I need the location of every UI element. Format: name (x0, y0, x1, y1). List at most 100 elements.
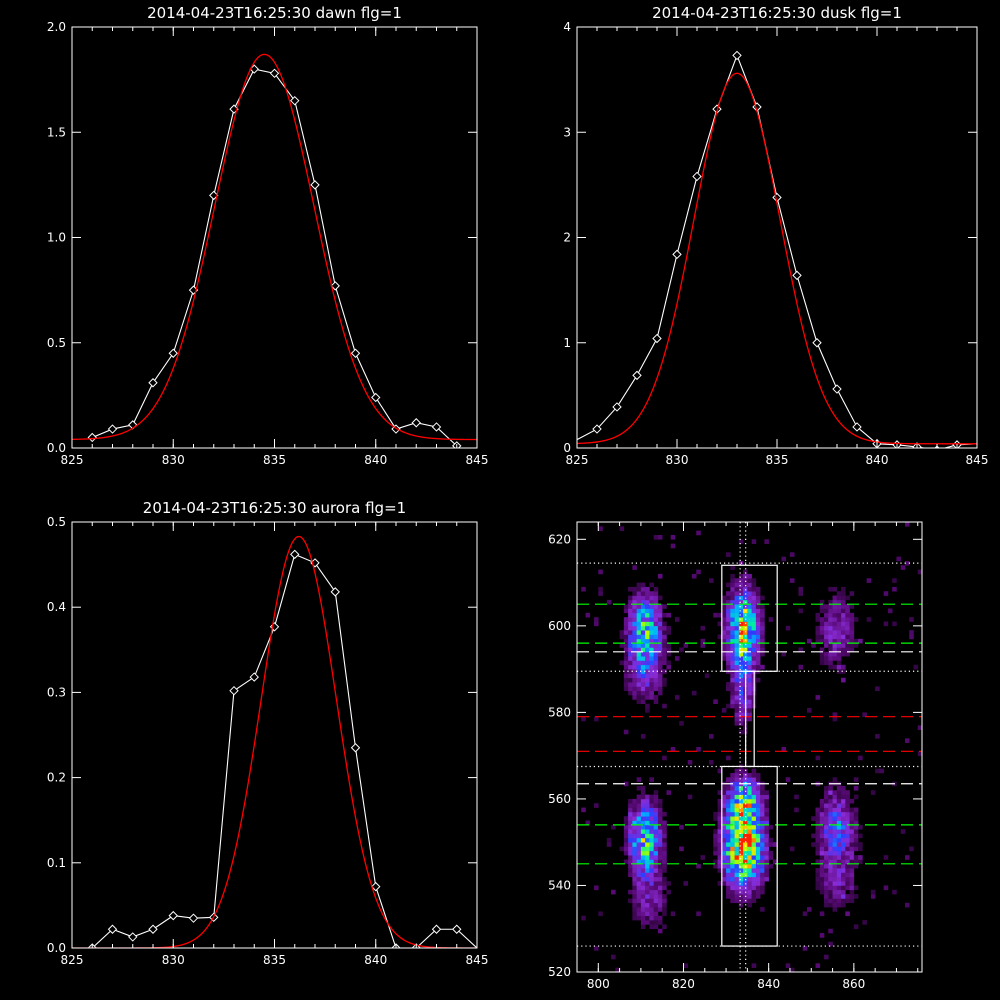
heatmap-cell (849, 625, 855, 631)
heatmap-cell (657, 872, 663, 878)
data-point-marker (452, 924, 462, 934)
heatmap-cell (743, 829, 748, 834)
heatmap-cell (738, 699, 744, 705)
heatmap-cell (743, 638, 748, 644)
heatmap-cell (845, 790, 850, 795)
heatmap-cell (636, 677, 642, 683)
heatmap-cell (730, 894, 735, 899)
heatmap-cell (636, 898, 642, 904)
heatmap-cell (645, 846, 650, 852)
heatmap-cell (883, 621, 889, 627)
heatmap-cell (828, 859, 833, 865)
heatmap-cell (815, 755, 821, 761)
heatmap-cell (649, 677, 654, 683)
heatmap-cell (649, 599, 654, 605)
heatmap-cell (751, 963, 757, 968)
heatmap-cell (738, 599, 744, 605)
heatmap-cell (653, 621, 659, 627)
heatmap-cell (738, 868, 744, 873)
heatmap-cell (645, 898, 650, 904)
fit-curve (72, 535, 477, 948)
heatmap-cell (815, 850, 821, 856)
heatmap-cell (632, 686, 637, 692)
heatmap-cell (841, 630, 846, 635)
heatmap-cell (828, 837, 833, 843)
heatmap-cell (845, 630, 850, 635)
heatmap-cell (734, 876, 740, 882)
heatmap-cell (640, 656, 646, 661)
heatmap-cell (760, 816, 765, 821)
heatmap-cell (628, 660, 633, 666)
heatmap-cell (632, 565, 637, 570)
heatmap-cell (832, 889, 838, 895)
heatmap-cell (649, 591, 654, 596)
data-line (577, 53, 977, 448)
x-tick-label: 845 (966, 453, 989, 467)
heatmap-cell (628, 595, 633, 601)
heatmap-cell (628, 625, 633, 631)
heatmap-cell (662, 924, 667, 930)
heatmap-cell (632, 833, 637, 839)
heatmap-cell (845, 898, 850, 904)
heatmap-cell (815, 837, 821, 843)
heatmap-cell (845, 608, 850, 614)
heatmap-cell (653, 824, 659, 830)
heatmap-cell (734, 807, 740, 813)
heatmap-cell (845, 595, 850, 601)
heatmap-cell (645, 682, 650, 687)
heatmap-cell (760, 837, 765, 843)
heatmap-cell (653, 820, 659, 826)
heatmap-cell (700, 855, 706, 860)
heatmap-cell (738, 807, 744, 813)
heatmap-cell (743, 872, 748, 878)
heatmap-cell (738, 634, 744, 640)
heatmap-cell (662, 820, 667, 826)
heatmap-cell (828, 785, 833, 791)
heatmap-cell (632, 695, 637, 700)
heatmap-cell (653, 608, 659, 614)
heatmap-cell (760, 625, 765, 631)
heatmap-cell (755, 803, 761, 808)
heatmap-cell (649, 837, 654, 843)
heatmap-cell (764, 846, 769, 852)
heatmap-cell (836, 807, 842, 813)
heatmap-cell (636, 846, 642, 852)
chart-title: 2014-04-23T16:25:30 aurora flg=1 (143, 499, 406, 517)
heatmap-cell (853, 863, 859, 869)
heatmap-cell (815, 625, 821, 631)
heatmap-cell (747, 664, 752, 670)
heatmap-cell (721, 820, 727, 826)
heatmap-cell (824, 625, 829, 631)
heatmap-cell (832, 625, 838, 631)
heatmap-cell (755, 777, 761, 782)
heatmap-cell (836, 790, 842, 795)
heatmap-cell (828, 889, 833, 895)
heatmap-cell (819, 599, 825, 605)
heatmap-cell (764, 790, 769, 795)
heatmap-cell (623, 781, 629, 787)
heatmap-cell (662, 911, 667, 917)
heatmap-cell (858, 846, 863, 852)
heatmap-cell (653, 625, 659, 631)
heatmap-cell (853, 807, 859, 813)
heatmap-cell (824, 621, 829, 627)
heatmap-cell (828, 664, 833, 670)
heatmap-cell (674, 656, 680, 661)
heatmap-cell (657, 621, 663, 627)
heatmap-cell (632, 846, 637, 852)
heatmap-cell (662, 647, 667, 653)
heatmap-cell (653, 591, 659, 596)
heatmap-cell (836, 634, 842, 640)
heatmap-cell (832, 863, 838, 869)
heatmap-cell (755, 595, 761, 601)
heatmap-cell (585, 612, 591, 618)
heatmap-cell (636, 686, 642, 692)
heatmap-cell (819, 911, 825, 917)
heatmap-cell (623, 673, 629, 679)
heatmap-cell (632, 677, 637, 683)
heatmap-cell (832, 595, 838, 601)
heatmap-cell (836, 894, 842, 899)
heatmap-cell (628, 829, 633, 834)
heatmap-cell (751, 591, 757, 596)
heatmap-cell (751, 643, 757, 648)
